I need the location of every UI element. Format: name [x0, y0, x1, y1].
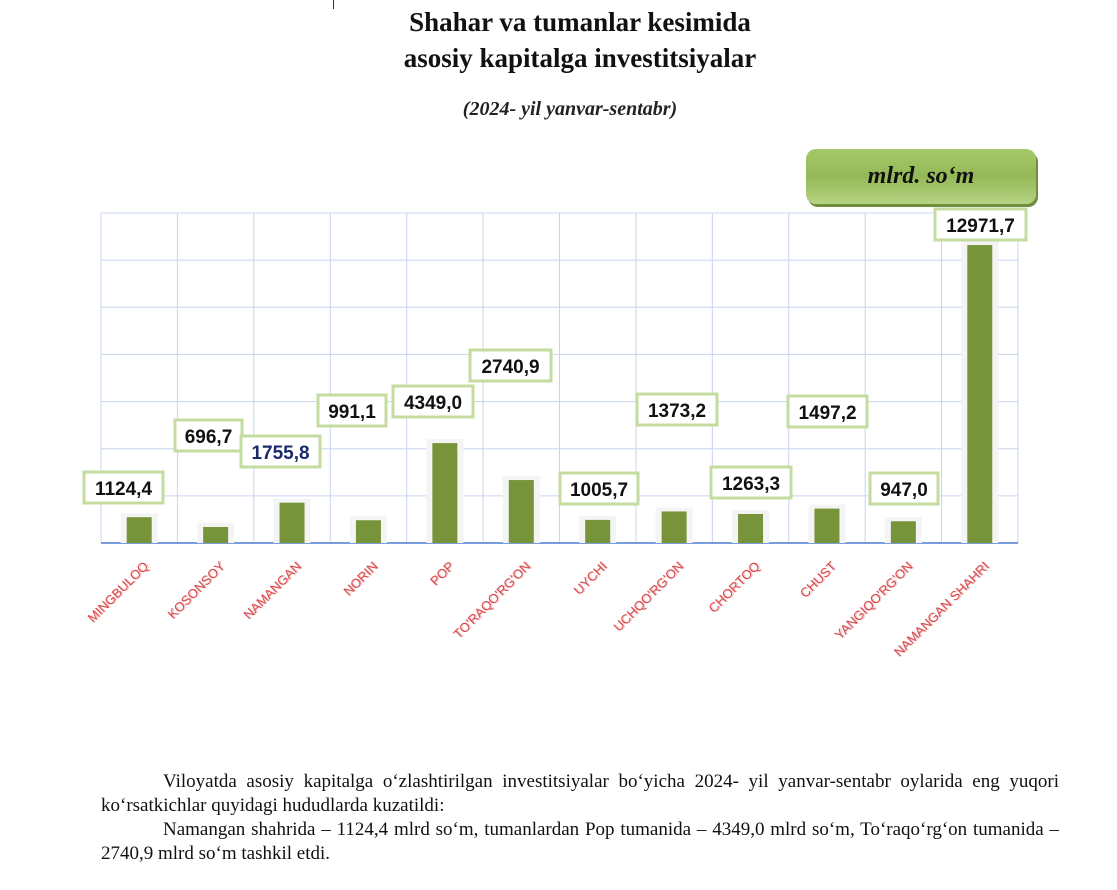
x-tick-label: UYCHI	[571, 559, 610, 598]
data-label: 1263,3	[722, 474, 780, 495]
title-line-2: asosiy kapitalga investitsiyalar	[403, 43, 757, 73]
bar	[738, 513, 764, 543]
data-label: 4349,0	[404, 393, 462, 414]
bar	[661, 511, 687, 543]
data-label-box	[868, 471, 940, 506]
x-tick-label: TO'RAQO'RG'ON	[450, 559, 533, 642]
bar	[279, 502, 305, 543]
data-label-box	[558, 471, 640, 506]
x-tick-label: CHORTOQ	[705, 559, 762, 616]
x-tick-label: POP	[427, 559, 457, 589]
chart-title: Shahar va tumanlar kesimida asosiy kapit…	[0, 4, 1117, 76]
x-tick-label: CHUST	[797, 558, 839, 600]
x-tick-label: MINGBULOQ	[85, 559, 152, 626]
bar	[585, 519, 611, 543]
data-label-box	[82, 470, 165, 505]
x-tick-label: YANGIQO'RG'ON	[832, 559, 916, 643]
data-label-box	[173, 418, 244, 453]
data-label-box	[709, 465, 793, 500]
data-label-box	[391, 384, 475, 419]
bar	[432, 443, 458, 543]
text-cursor	[333, 0, 334, 9]
data-label: 1005,7	[570, 480, 628, 501]
bar	[508, 480, 534, 543]
paragraph-2: Namangan shahrida – 1124,4 mlrd so‘m, tu…	[101, 819, 1059, 864]
bar	[967, 245, 993, 544]
x-tick-label: UCHQO'RG'ON	[610, 559, 686, 635]
bar	[355, 520, 381, 543]
data-label-box	[786, 394, 869, 429]
data-label: 2740,9	[481, 357, 539, 378]
bar	[126, 517, 152, 543]
chart-subtitle: (2024- yil yanvar-sentabr)	[462, 98, 678, 120]
data-label: 12971,7	[946, 216, 1015, 237]
data-label-box	[933, 207, 1028, 242]
data-label-box	[239, 434, 322, 469]
bar	[890, 521, 916, 543]
bar-chart: 1124,4 MINGBULOQ 696,7 KOSONSOY 1755,8 NAMANG…	[82, 207, 1028, 660]
data-label: 1373,2	[648, 401, 706, 422]
data-label: 1755,8	[251, 443, 309, 464]
data-label-box	[316, 393, 388, 428]
data-label: 1497,2	[798, 403, 856, 424]
x-tick-label: NAMANGAN	[240, 559, 304, 623]
data-label: 1124,4	[95, 479, 152, 500]
data-label: 991,1	[328, 402, 376, 423]
body-text: Viloyatda asosiy kapitalga o‘zlashtirilg…	[101, 770, 1059, 866]
unit-badge: mlrd. so‘m	[806, 149, 1036, 204]
data-label-box	[635, 392, 719, 427]
paragraph-1: Viloyatda asosiy kapitalga o‘zlashtirilg…	[101, 771, 1059, 816]
bar	[203, 526, 229, 543]
data-label: 947,0	[880, 480, 928, 501]
title-line-1: Shahar va tumanlar kesimida	[409, 7, 751, 37]
bar	[814, 508, 840, 543]
x-tick-label: NORIN	[340, 559, 380, 599]
data-label: 696,7	[185, 427, 233, 448]
x-tick-label: KOSONSOY	[165, 558, 228, 621]
data-label-box	[468, 348, 553, 383]
